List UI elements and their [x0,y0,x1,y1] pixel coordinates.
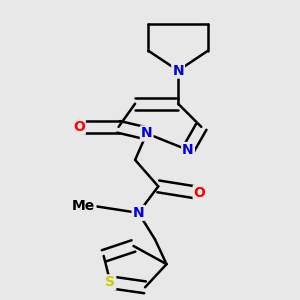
Text: O: O [73,120,85,134]
Text: S: S [105,275,115,289]
Text: N: N [141,127,152,140]
Text: Me: Me [72,199,95,213]
Text: O: O [194,186,206,200]
Text: N: N [133,206,144,220]
Text: N: N [182,143,194,157]
Text: N: N [172,64,184,78]
